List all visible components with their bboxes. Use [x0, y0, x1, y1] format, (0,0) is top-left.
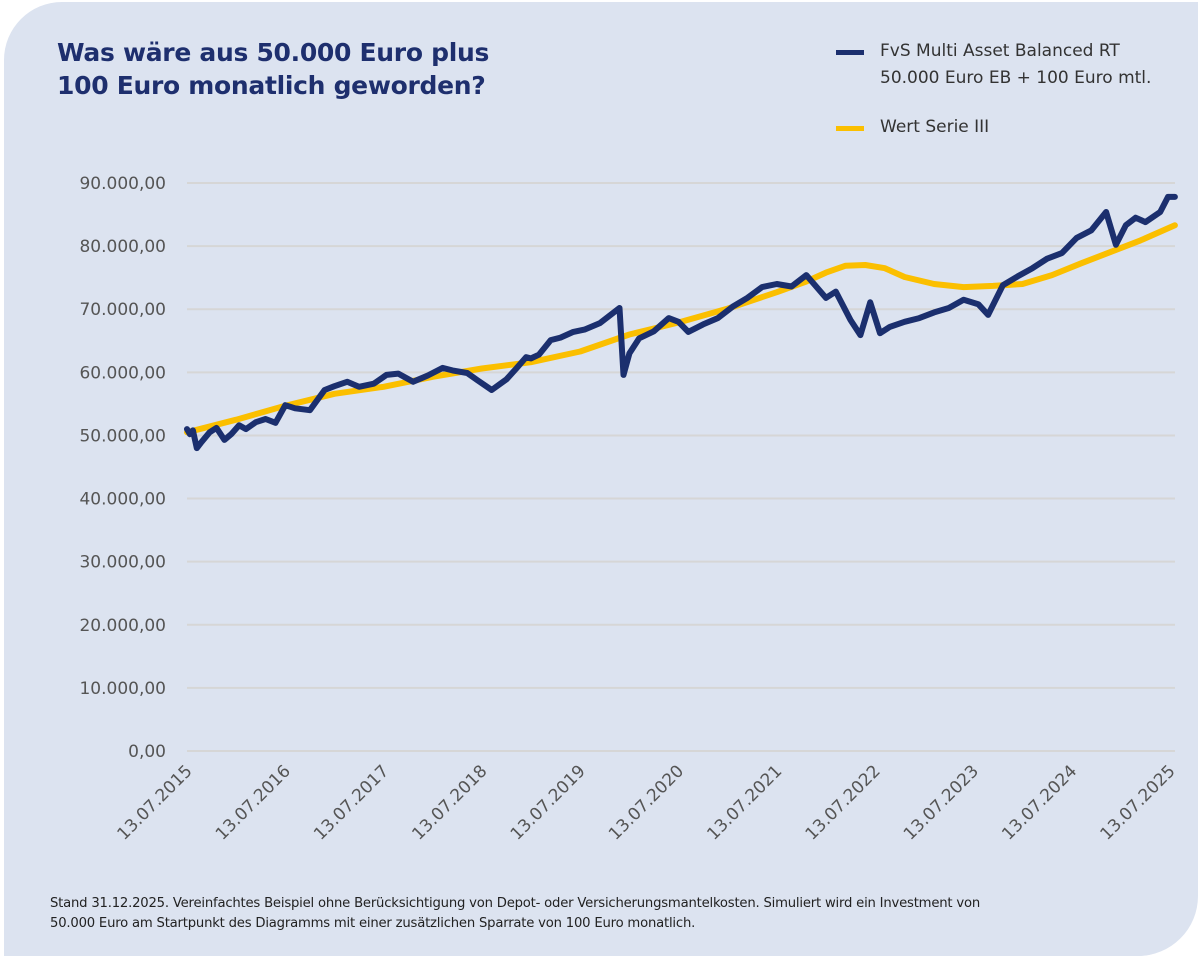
x-tick-label: 13.07.2021: [703, 761, 786, 844]
x-tick-label: 13.07.2018: [408, 761, 491, 844]
legend-label-fvs-line-2: 50.000 Euro EB + 100 Euro mtl.: [880, 68, 1152, 88]
footnote-line-1: Stand 31.12.2025. Vereinfachtes Beispiel…: [50, 896, 980, 911]
series-lines: [184, 193, 1178, 452]
x-tick-label: 13.07.2015: [114, 761, 197, 844]
y-tick-label: 80.000,00: [79, 237, 166, 257]
y-tick-label: 10.000,00: [79, 679, 166, 699]
legend: FvS Multi Asset Balanced RT 50.000 Euro …: [836, 38, 1151, 141]
y-axis-ticks: 0,00 10.000,00 20.000,00 30.000,00 40.000,00…: [79, 174, 166, 762]
series-line-wert-serie-iii: [184, 222, 1178, 436]
legend-label-wert-serie-iii: Wert Serie III: [880, 117, 990, 137]
legend-label-fvs-line-1: FvS Multi Asset Balanced RT: [880, 41, 1120, 61]
legend-swatch-wert-serie-iii: [836, 126, 864, 131]
y-tick-label: 20.000,00: [79, 616, 166, 636]
x-tick-label: 13.07.2024: [998, 761, 1081, 844]
chart-title-line-2: 100 Euro monatlich geworden?: [57, 71, 486, 100]
y-tick-label: 30.000,00: [79, 553, 166, 573]
y-tick-label: 90.000,00: [79, 174, 166, 194]
legend-item-wert-serie-iii: Wert Serie III: [836, 114, 1151, 141]
gridlines: [187, 182, 1175, 752]
chart-title-line-1: Was wäre aus 50.000 Euro plus: [57, 38, 490, 67]
x-tick-label: 13.07.2017: [310, 761, 393, 844]
x-tick-label: 13.07.2020: [605, 761, 688, 844]
x-tick-label: 13.07.2019: [507, 761, 590, 844]
legend-item-fvs: FvS Multi Asset Balanced RT 50.000 Euro …: [836, 38, 1151, 92]
y-tick-label: 40.000,00: [79, 490, 166, 510]
chart-card: [4, 2, 1198, 956]
y-tick-label: 60.000,00: [79, 363, 166, 383]
x-tick-label: 13.07.2023: [900, 761, 983, 844]
footnote: Stand 31.12.2025. Vereinfachtes Beispiel…: [50, 894, 1160, 934]
x-tick-label: 13.07.2016: [212, 761, 295, 844]
x-tick-label: 13.07.2025: [1097, 761, 1180, 844]
series-line-fvs: [184, 193, 1178, 452]
y-tick-label: 70.000,00: [79, 300, 166, 320]
y-tick-label: 0,00: [128, 742, 166, 762]
y-tick-label: 50.000,00: [79, 426, 166, 446]
x-axis-ticks: 13.07.2015 13.07.2016 13.07.2017 13.07.2018…: [114, 761, 1180, 844]
chart-title: Was wäre aus 50.000 Euro plus 100 Euro m…: [57, 36, 577, 102]
x-tick-label: 13.07.2022: [802, 761, 885, 844]
legend-swatch-fvs: [836, 50, 864, 55]
footnote-line-2: 50.000 Euro am Startpunkt des Diagramms …: [50, 916, 696, 931]
